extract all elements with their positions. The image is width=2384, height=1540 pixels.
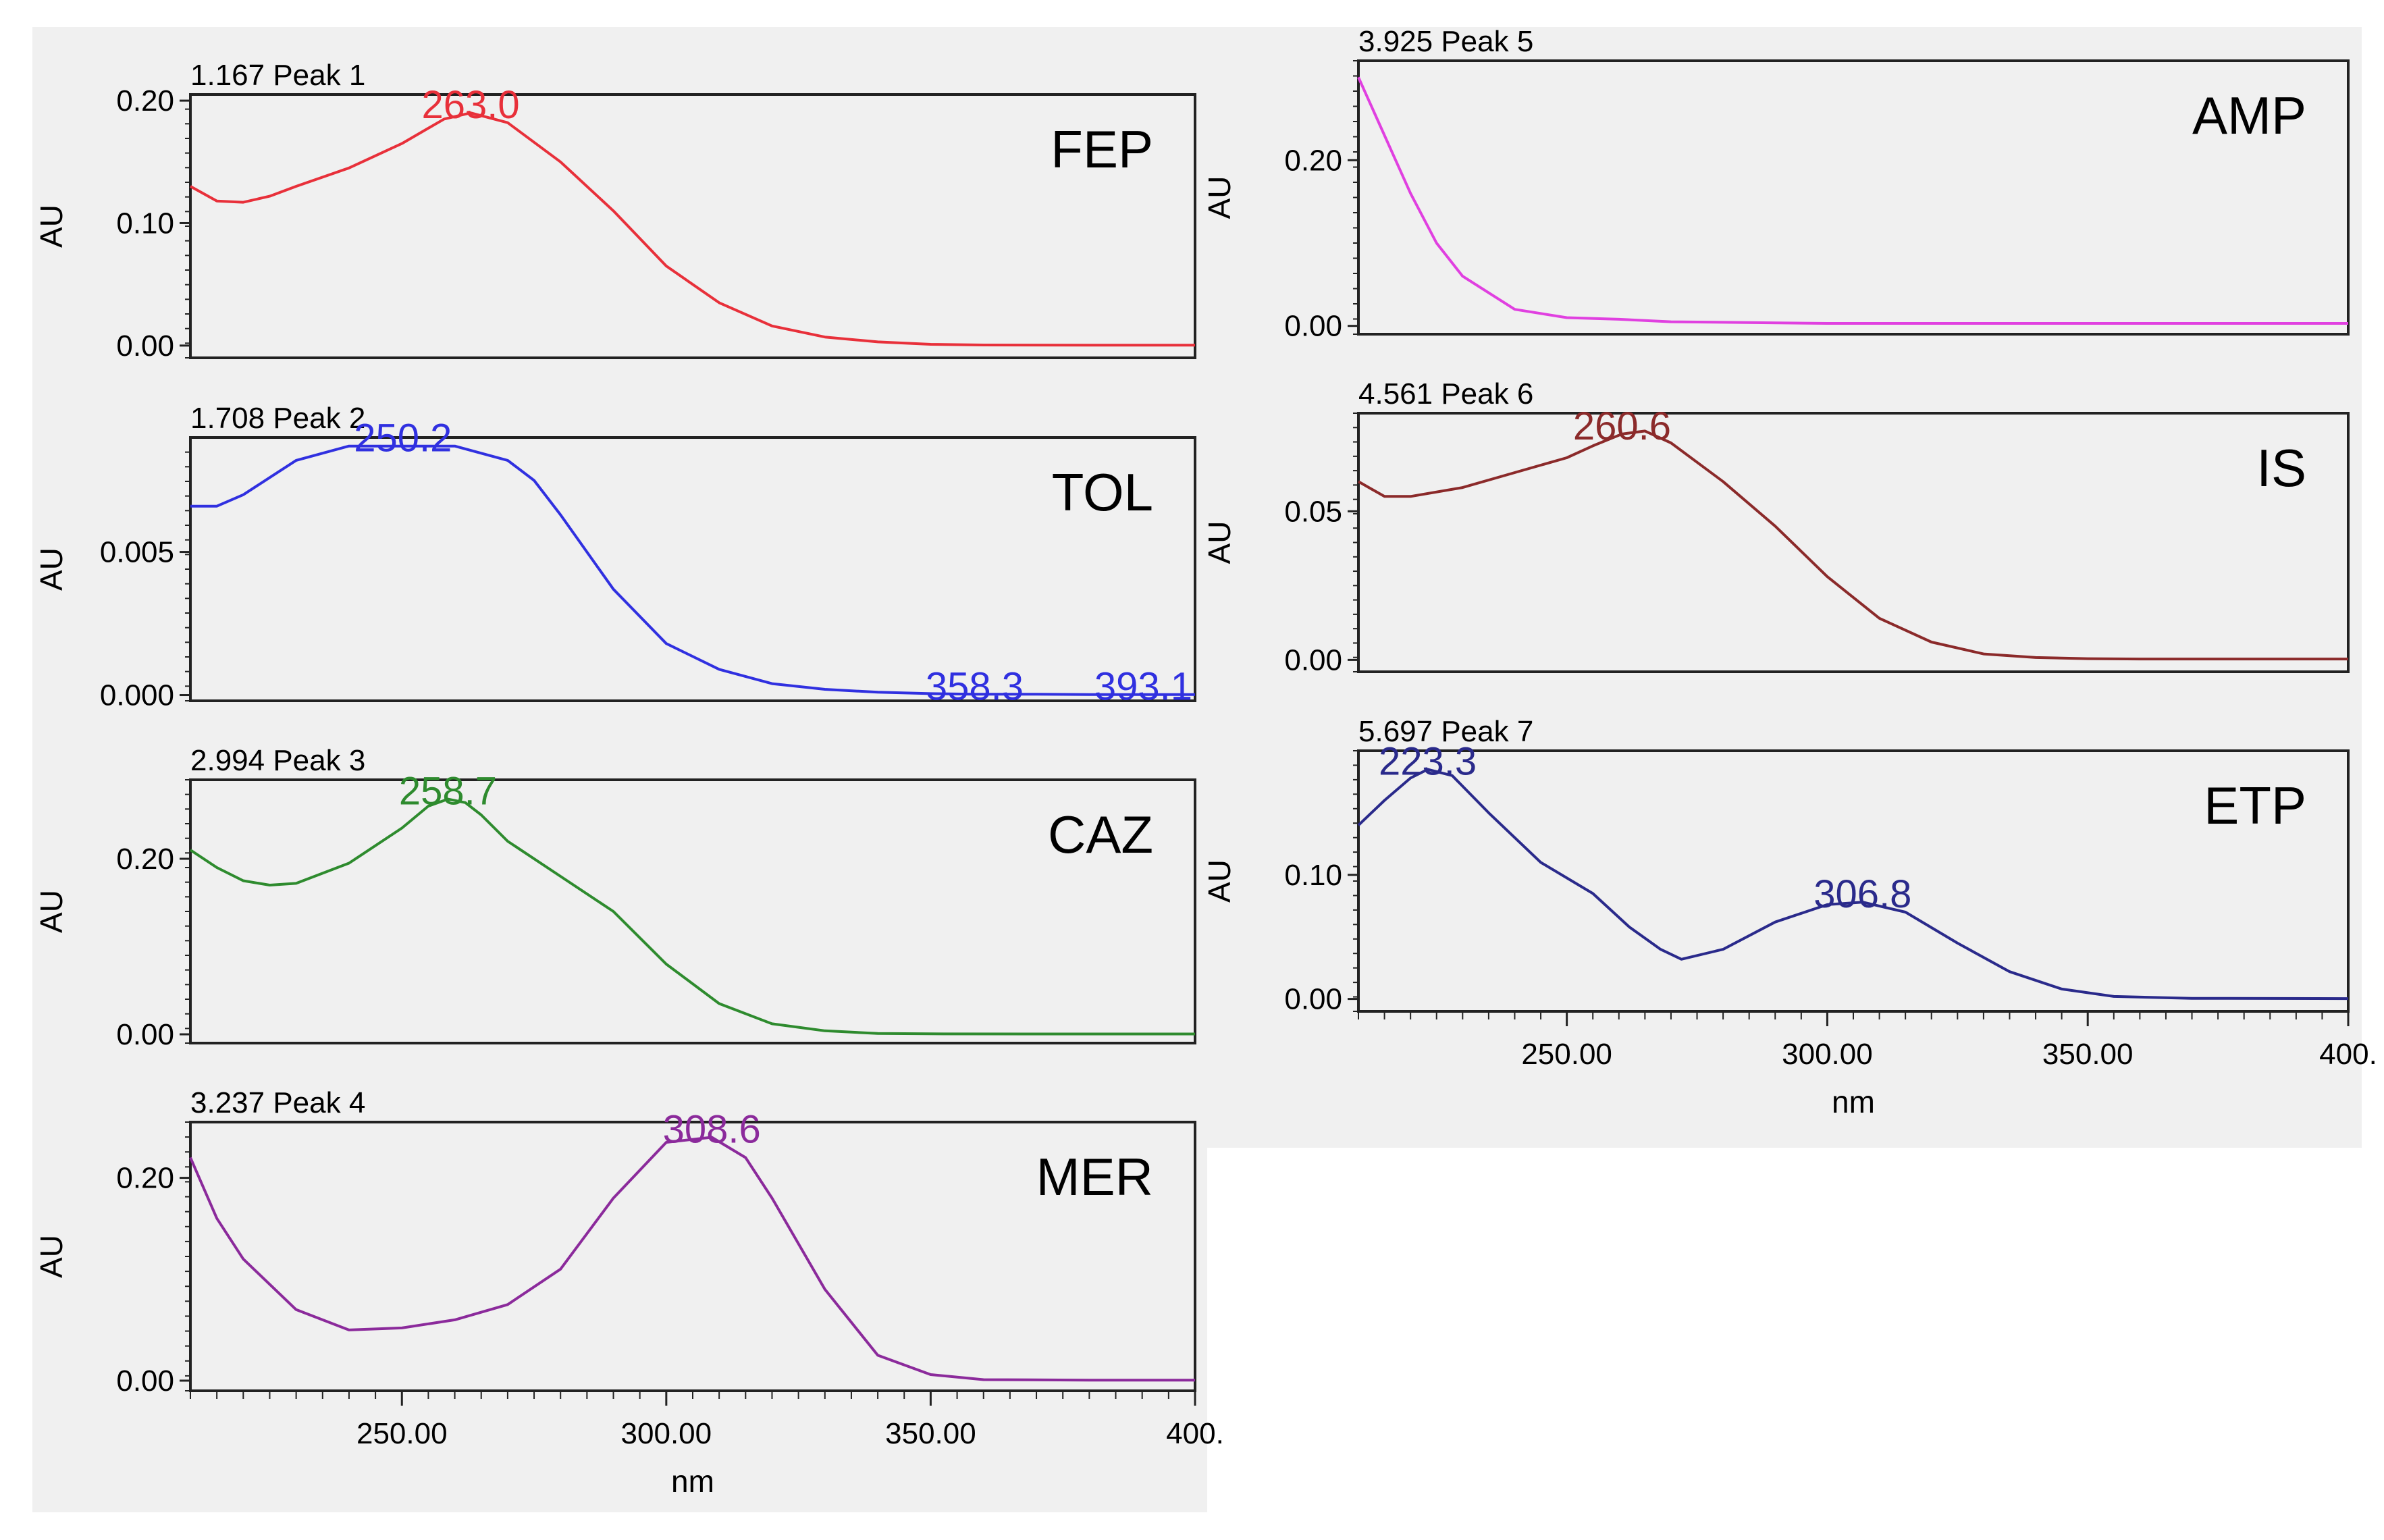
peak-label: 260.6 xyxy=(1573,404,1671,448)
y-tick-label: 0.20 xyxy=(116,843,174,876)
peak-title: 3.925 Peak 5 xyxy=(1358,25,1533,58)
y-tick-label: 0.00 xyxy=(116,329,174,363)
drug-label: CAZ xyxy=(1048,805,1153,864)
plot-frame xyxy=(189,436,1196,702)
y-tick-label: 0.05 xyxy=(1284,495,1342,528)
spectrum-panel-caz: 2.994 Peak 3 CAZ AU 0.20 0.00 258.7 xyxy=(34,744,1196,1051)
y-tick-label: 0.20 xyxy=(1284,144,1342,177)
peak-title: 1.167 Peak 1 xyxy=(190,59,365,92)
y-axis-label: AU xyxy=(1202,521,1237,564)
y-axis-label: AU xyxy=(34,548,69,591)
x-tick-label: 300.00 xyxy=(1782,1038,1873,1071)
x-tick-label: 400. xyxy=(2319,1038,2377,1071)
spectrum-panel-etp: 5.697 Peak 7 ETP AU 0.10 0.00 223.3 306.8 250.0… xyxy=(1202,715,2377,1119)
peak-label: 393.1 xyxy=(1094,665,1192,709)
spectrum-line xyxy=(189,797,1195,1036)
y-tick-label: 0.00 xyxy=(1284,310,1342,343)
spectrum-line xyxy=(190,111,1195,347)
y-tick-label: 0.20 xyxy=(116,84,174,117)
peak-label: 306.8 xyxy=(1813,872,1911,916)
spectrum-panel-amp: 3.925 Peak 5 AMP AU 0.20 0.00 xyxy=(1202,25,2350,343)
y-tick-label: 0.005 xyxy=(100,536,174,569)
spectrum-line xyxy=(1357,76,2348,325)
plot-frame xyxy=(189,778,1196,1044)
y-axis-label: AU xyxy=(1202,176,1237,219)
peak-label: 308.6 xyxy=(663,1108,761,1152)
plot-frame xyxy=(1357,749,2350,1013)
spectrum-line xyxy=(1358,429,2348,661)
y-axis-label: AU xyxy=(34,205,69,248)
peak-label: 250.2 xyxy=(354,417,452,460)
y-axis-label: AU xyxy=(34,1235,69,1278)
drug-label: ETP xyxy=(2204,776,2306,835)
peak-label: 358.3 xyxy=(926,664,1024,708)
drug-label: IS xyxy=(2256,438,2306,498)
x-axis-label: nm xyxy=(1832,1084,1875,1119)
peak-title: 5.697 Peak 7 xyxy=(1358,715,1533,748)
y-tick-label: 0.10 xyxy=(1284,859,1342,892)
spectrum-panel-is: 4.561 Peak 6 IS AU 0.05 0.00 260.6 xyxy=(1202,377,2350,676)
plot-frame xyxy=(189,93,1196,359)
y-tick-label: 0.00 xyxy=(1284,643,1342,676)
peak-title: 1.708 Peak 2 xyxy=(190,402,365,435)
peak-title: 4.561 Peak 6 xyxy=(1358,377,1533,410)
plot-frame xyxy=(1357,412,2350,673)
plot-frame xyxy=(1357,59,2350,336)
x-tick-label: 350.00 xyxy=(885,1417,976,1450)
x-tick-label: 250.00 xyxy=(1521,1038,1612,1071)
spectrum-panel-tol: 1.708 Peak 2 TOL AU 0.005 0.000 250.2 358.3 393… xyxy=(34,402,1196,712)
drug-label: AMP xyxy=(2192,86,2306,145)
y-tick-label: 0.00 xyxy=(116,1018,174,1051)
drug-label: MER xyxy=(1036,1147,1153,1206)
y-tick-label: 0.00 xyxy=(1284,983,1342,1016)
spectrum-panel-mer: 3.237 Peak 4 MER AU 0.20 0.00 308.6 250.00 300.… xyxy=(34,1086,1224,1499)
spectrum-line xyxy=(1357,768,2349,1001)
spectrum-line xyxy=(190,444,1195,696)
x-tick-label: 400. xyxy=(1166,1417,1224,1450)
x-axis-label: nm xyxy=(671,1464,714,1499)
peak-title: 2.994 Peak 3 xyxy=(190,744,365,777)
peak-label: 223.3 xyxy=(1379,740,1477,784)
spectrum-panel-fep: 1.167 Peak 1 FEP AU 0.20 0.10 0.00 263.0 xyxy=(34,59,1196,363)
drug-label: FEP xyxy=(1051,120,1153,179)
x-tick-label: 300.00 xyxy=(621,1417,712,1450)
peak-label: 258.7 xyxy=(399,770,497,814)
y-tick-label: 0.10 xyxy=(116,207,174,240)
x-tick-label: 350.00 xyxy=(2042,1038,2134,1071)
y-tick-label: 0.00 xyxy=(116,1364,174,1398)
peak-label: 263.0 xyxy=(421,83,519,127)
peak-title: 3.237 Peak 4 xyxy=(190,1086,365,1119)
plot-frame xyxy=(189,1121,1196,1392)
right-column-empty-area xyxy=(1207,1148,2362,1512)
x-tick-label: 250.00 xyxy=(356,1417,448,1450)
y-tick-label: 0.000 xyxy=(100,679,174,712)
y-axis-label: AU xyxy=(34,890,69,933)
spectrum-line xyxy=(189,1136,1195,1382)
drug-label: TOL xyxy=(1052,462,1153,522)
y-tick-label: 0.20 xyxy=(116,1162,174,1195)
y-axis-label: AU xyxy=(1202,859,1237,903)
